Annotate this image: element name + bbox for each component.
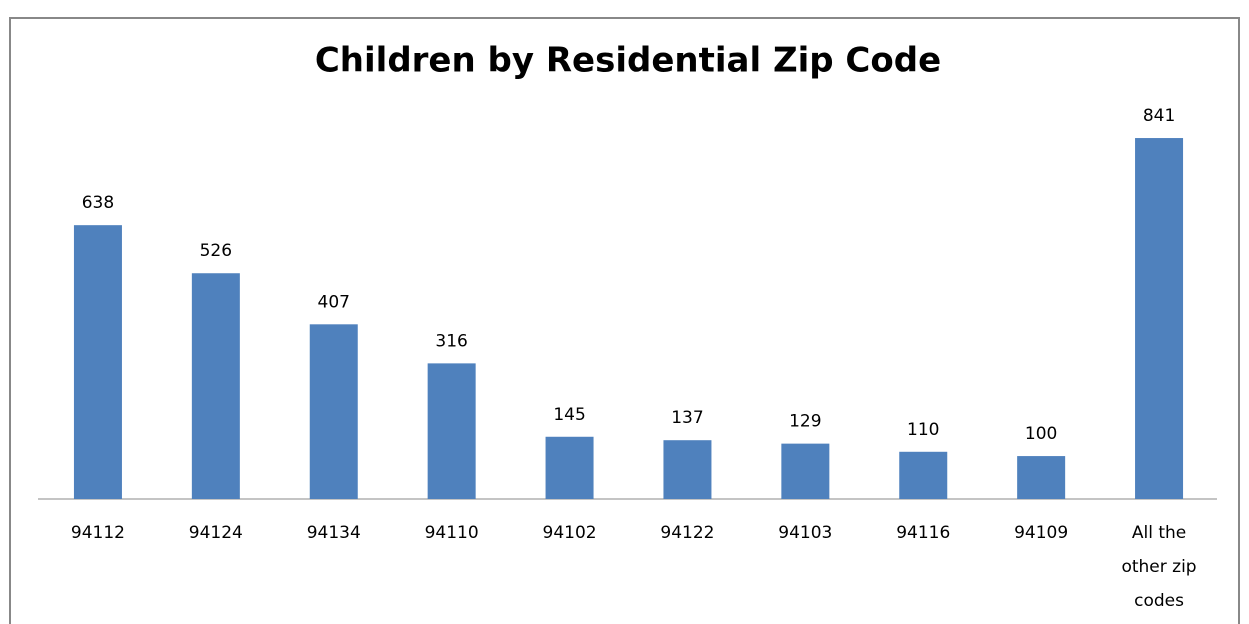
bar: [191, 273, 240, 499]
data-label: 129: [789, 412, 821, 432]
x-tick-label: 94110: [424, 523, 479, 543]
bar: [427, 363, 476, 499]
x-tick-label: 94102: [542, 523, 597, 543]
data-label: 137: [671, 408, 703, 428]
bar: [663, 440, 712, 499]
data-label: 110: [907, 420, 939, 440]
x-tick-label: 94109: [1014, 523, 1069, 543]
x-tick-label: 94103: [778, 523, 833, 543]
x-tick-label: 94112: [70, 523, 125, 543]
bar: [309, 324, 358, 499]
x-tick-label: All the other zip codes: [1121, 523, 1197, 611]
x-tick-label: 94134: [306, 523, 361, 543]
bar: [545, 436, 594, 499]
data-label: 407: [318, 292, 350, 312]
data-label: 638: [82, 193, 114, 213]
data-label: 316: [435, 331, 467, 351]
bar: [899, 451, 948, 499]
data-label: 145: [553, 405, 585, 425]
data-label: 841: [1143, 106, 1175, 126]
bar: [1135, 138, 1184, 500]
bar: [781, 443, 830, 499]
x-tick-label: 94116: [896, 523, 951, 543]
x-tick-label: 94124: [188, 523, 243, 543]
bar: [1017, 456, 1066, 499]
data-label: 100: [1025, 424, 1057, 444]
data-label: 526: [200, 241, 232, 261]
x-tick-label: 94122: [660, 523, 715, 543]
bar: [73, 225, 122, 499]
chart-title: Children by Residential Zip Code: [315, 41, 941, 81]
